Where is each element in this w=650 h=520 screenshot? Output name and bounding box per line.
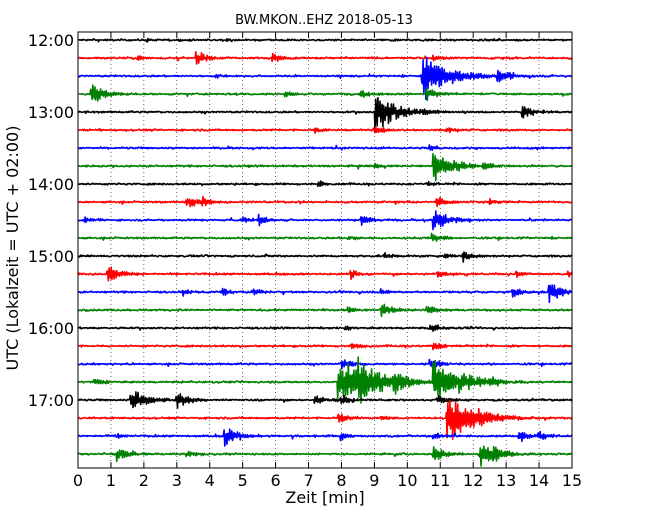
seismogram-trace — [77, 399, 573, 440]
seismogram-trace — [77, 284, 573, 304]
x-axis-label: Zeit [min] — [285, 488, 364, 507]
seismogram-trace — [77, 180, 573, 188]
x-tick-label: 2 — [139, 471, 149, 490]
y-tick-label: 12:00 — [28, 31, 74, 50]
seismogram-trace — [77, 356, 573, 404]
x-tick-label: 11 — [430, 471, 450, 490]
x-tick-label: 1 — [106, 471, 116, 490]
x-tick-label: 0 — [73, 471, 83, 490]
seismogram-trace — [77, 232, 573, 242]
seismogram-trace — [77, 56, 573, 101]
traces — [77, 37, 573, 467]
seismogram-trace — [77, 84, 573, 102]
x-tick-label: 8 — [336, 471, 346, 490]
seismogram-trace — [77, 428, 573, 447]
x-tick-label: 7 — [303, 471, 313, 490]
seismogram-trace — [77, 152, 573, 182]
seismogram-trace — [77, 37, 573, 43]
seismogram-trace — [77, 358, 573, 370]
seismogram-trace — [77, 251, 573, 263]
y-tick-label: 15:00 — [28, 247, 74, 266]
x-tick-label: 12 — [463, 471, 483, 490]
grid — [110, 32, 540, 468]
seismogram-trace — [77, 342, 573, 351]
seismogram-trace — [77, 51, 573, 65]
seismogram-trace — [77, 144, 573, 151]
x-tick-label: 13 — [496, 471, 516, 490]
y-tick-label: 16:00 — [28, 319, 74, 338]
seismogram-trace — [77, 303, 573, 318]
chart-title: BW.MKON..EHZ 2018-05-13 — [235, 13, 413, 28]
x-tick-label: 5 — [238, 471, 248, 490]
y-axis-label: UTC (Lokalzeit = UTC + 02:00) — [3, 126, 22, 371]
x-tick-label: 10 — [397, 471, 417, 490]
x-tick-label: 15 — [562, 471, 582, 490]
x-tick-label: 14 — [529, 471, 549, 490]
y-tick-label: 14:00 — [28, 175, 74, 194]
seismogram-trace — [77, 391, 573, 409]
seismogram-trace — [77, 266, 573, 282]
seismogram-trace — [77, 96, 573, 133]
y-tick-label: 17:00 — [28, 391, 74, 410]
x-tick-label: 9 — [369, 471, 379, 490]
seismogram-trace — [77, 195, 573, 208]
seismogram-trace — [77, 210, 573, 231]
x-tick-label: 3 — [172, 471, 182, 490]
x-tick-label: 6 — [271, 471, 281, 490]
seismogram-trace — [77, 324, 573, 332]
y-tick-label: 13:00 — [28, 103, 74, 122]
seismogram-trace — [77, 126, 573, 134]
x-tick-label: 4 — [205, 471, 215, 490]
seismogram-trace — [77, 445, 573, 467]
axes: 0 1 2 3 4 5 6 7 8 9 10 11 12 13 14 1512:0013:0014:0015:… — [28, 31, 582, 490]
plot-frame — [77, 31, 573, 469]
